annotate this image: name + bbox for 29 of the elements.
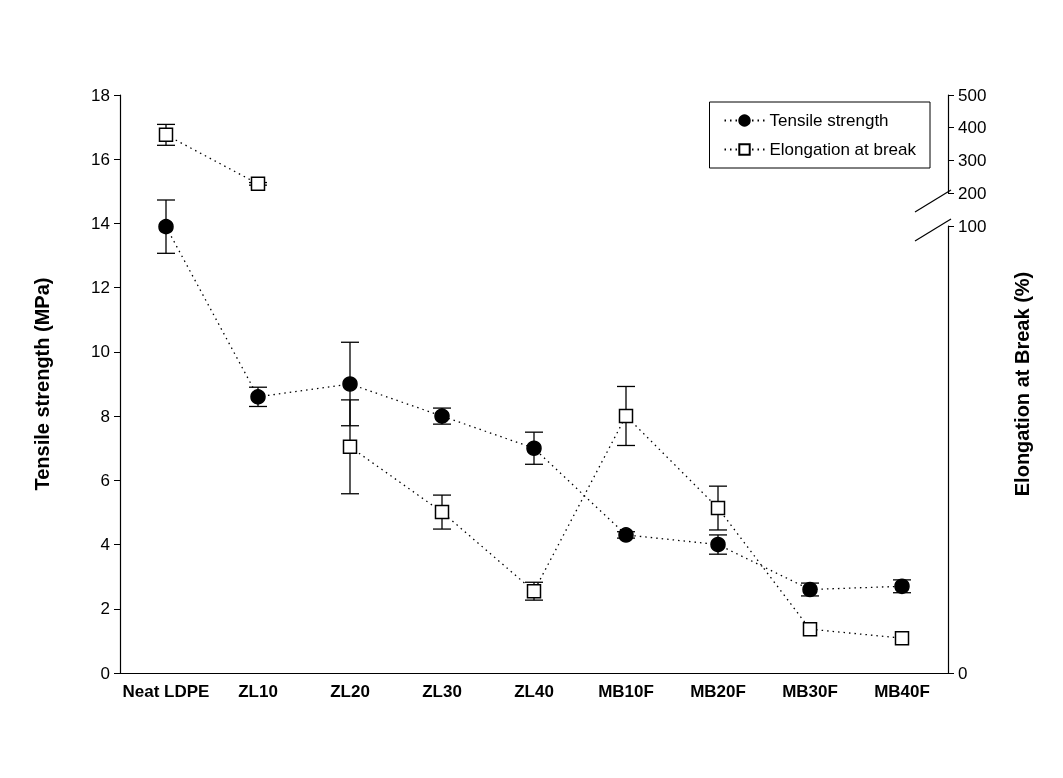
y2-axis-title: Elongation at Break (%) <box>1011 271 1033 497</box>
x-tick-label: MB10F <box>598 682 654 701</box>
x-tick-label: ZL10 <box>238 682 278 701</box>
y-axis-title: Tensile strength (MPa) <box>31 277 53 491</box>
x-tick-label: ZL20 <box>330 682 370 701</box>
y2-tick-label: 0 <box>958 663 968 683</box>
y-tick-label: 12 <box>91 278 110 298</box>
y-tick-label: 0 <box>100 663 110 683</box>
y-tick-label: 18 <box>91 85 110 105</box>
x-tick-label: MB30F <box>782 682 838 701</box>
y-tick-label: 14 <box>91 213 110 233</box>
y3-tick-label: 200 <box>958 183 987 203</box>
y-tick-label: 10 <box>91 342 110 362</box>
x-tick-label: ZL40 <box>514 682 554 701</box>
y3-tick-label: 300 <box>958 150 987 170</box>
x-tick-label: ZL30 <box>422 682 462 701</box>
x-tick-label: MB40F <box>874 682 930 701</box>
y-tick-label: 6 <box>100 470 110 490</box>
y2-tick-label: 100 <box>958 216 987 236</box>
y-tick-label: 4 <box>100 535 110 555</box>
x-tick-label: MB20F <box>690 682 746 701</box>
x-tick-label: Neat LDPE <box>122 682 210 701</box>
y-tick-label: 8 <box>100 406 110 426</box>
y-tick-label: 2 <box>100 599 110 619</box>
legend-label: Tensile strength <box>769 111 889 130</box>
y3-tick-label: 500 <box>958 85 987 105</box>
legend-label: Elongation at break <box>769 140 917 159</box>
y3-tick-label: 400 <box>958 118 987 138</box>
y-tick-label: 16 <box>91 149 110 169</box>
